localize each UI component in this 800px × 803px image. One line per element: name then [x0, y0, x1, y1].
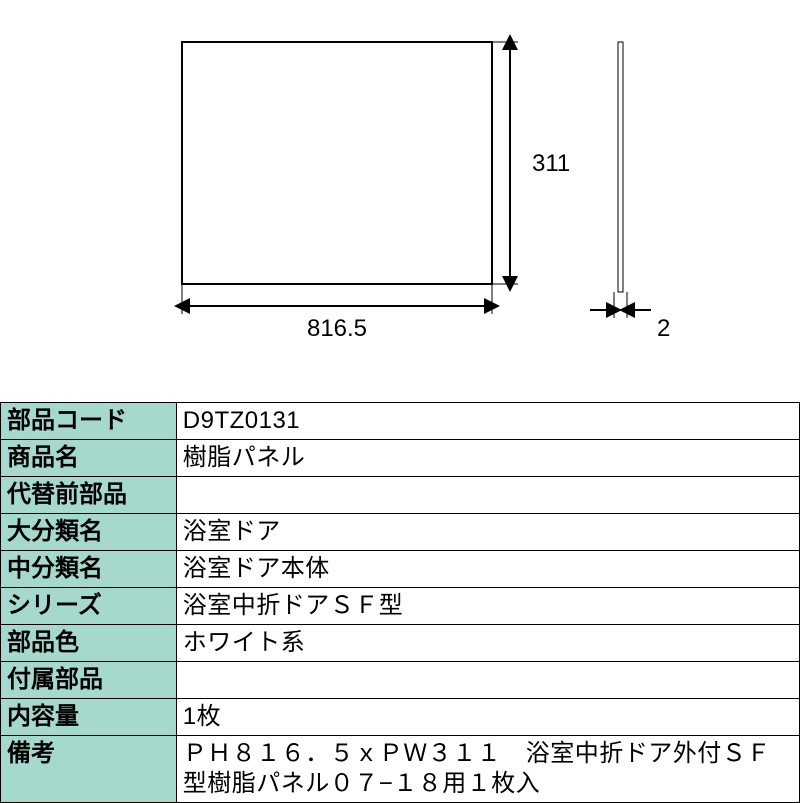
- diagram-svg: 311 816.5 2: [0, 0, 800, 380]
- panel-rect: [182, 42, 492, 284]
- row-label: 付属部品: [1, 662, 177, 699]
- row-value: 樹脂パネル: [176, 440, 799, 477]
- row-label: 備考: [1, 736, 177, 803]
- table-row: 代替前部品: [1, 477, 800, 514]
- row-label: 代替前部品: [1, 477, 177, 514]
- row-value: ホワイト系: [176, 625, 799, 662]
- row-label: シリーズ: [1, 588, 177, 625]
- row-value: [176, 662, 799, 699]
- technical-diagram: 311 816.5 2: [0, 0, 800, 380]
- row-label: 内容量: [1, 699, 177, 736]
- table-row: 部品コードD9TZ0131: [1, 403, 800, 440]
- row-value: D9TZ0131: [176, 403, 799, 440]
- table-row: 大分類名浴室ドア: [1, 514, 800, 551]
- spec-table: 部品コードD9TZ0131商品名樹脂パネル代替前部品大分類名浴室ドア中分類名浴室…: [0, 402, 800, 803]
- table-row: 商品名樹脂パネル: [1, 440, 800, 477]
- table-row: 内容量1枚: [1, 699, 800, 736]
- table-row: シリーズ浴室中折ドアＳＦ型: [1, 588, 800, 625]
- table-row: 付属部品: [1, 662, 800, 699]
- row-label: 部品色: [1, 625, 177, 662]
- row-value: ＰＨ８１６．５ｘＰＷ３１１ 浴室中折ドア外付ＳＦ型樹脂パネル０７−１８用１枚入: [176, 736, 799, 803]
- table-row: 部品色ホワイト系: [1, 625, 800, 662]
- side-bar: [618, 42, 623, 292]
- row-value: 1枚: [176, 699, 799, 736]
- row-label: 部品コード: [1, 403, 177, 440]
- row-label: 中分類名: [1, 551, 177, 588]
- row-label: 商品名: [1, 440, 177, 477]
- row-value: 浴室ドア: [176, 514, 799, 551]
- row-value: 浴室ドア本体: [176, 551, 799, 588]
- row-value: [176, 477, 799, 514]
- thickness-label: 2: [657, 315, 670, 342]
- table-row: 備考ＰＨ８１６．５ｘＰＷ３１１ 浴室中折ドア外付ＳＦ型樹脂パネル０７−１８用１枚…: [1, 736, 800, 803]
- row-label: 大分類名: [1, 514, 177, 551]
- height-label: 311: [532, 150, 570, 177]
- row-value: 浴室中折ドアＳＦ型: [176, 588, 799, 625]
- width-label: 816.5: [307, 315, 367, 342]
- table-row: 中分類名浴室ドア本体: [1, 551, 800, 588]
